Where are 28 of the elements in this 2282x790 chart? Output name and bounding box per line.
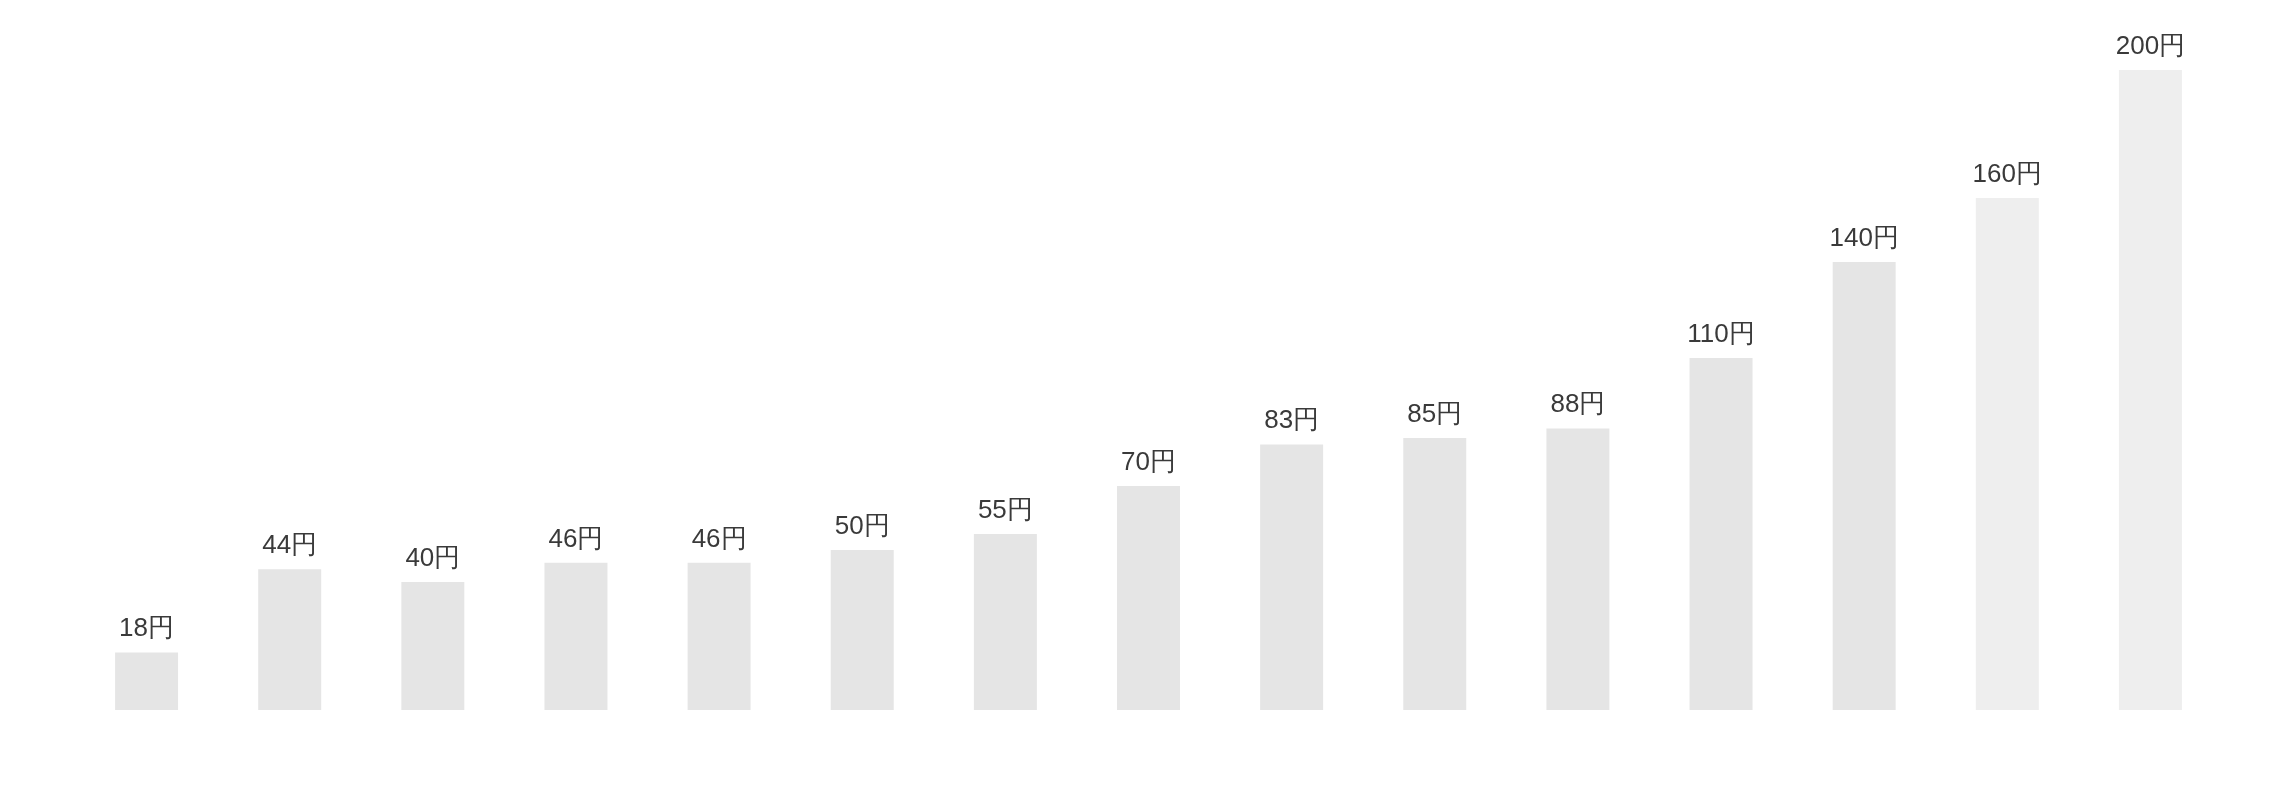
data-label: 85円 <box>1407 398 1463 428</box>
bar <box>115 652 179 710</box>
bar <box>830 550 894 710</box>
bar <box>258 569 322 710</box>
data-label: 140円 <box>1829 222 1899 252</box>
data-label: 70円 <box>1121 446 1176 476</box>
data-label: 46円 <box>691 522 747 553</box>
data-label: 88円 <box>1550 388 1606 419</box>
bar <box>1546 428 1610 710</box>
bar <box>401 582 465 710</box>
data-label: 44円 <box>262 529 318 560</box>
bar <box>1403 438 1467 710</box>
bar <box>687 562 751 710</box>
data-label: 110円 <box>1687 318 1755 348</box>
data-label: 46円 <box>548 522 604 553</box>
bar <box>973 534 1037 710</box>
data-label: 160円 <box>1972 158 2042 188</box>
data-label: 40円 <box>405 542 461 572</box>
bar <box>1117 486 1180 710</box>
data-label: 83円 <box>1264 404 1320 435</box>
data-label: 50円 <box>834 510 890 540</box>
bar <box>1832 262 1896 710</box>
data-label: 55円 <box>977 494 1033 524</box>
data-label: 200円 <box>2115 30 2186 60</box>
bar <box>544 562 608 710</box>
bar <box>1689 358 1753 710</box>
data-label: 18円 <box>119 612 175 643</box>
bar <box>1260 444 1324 710</box>
